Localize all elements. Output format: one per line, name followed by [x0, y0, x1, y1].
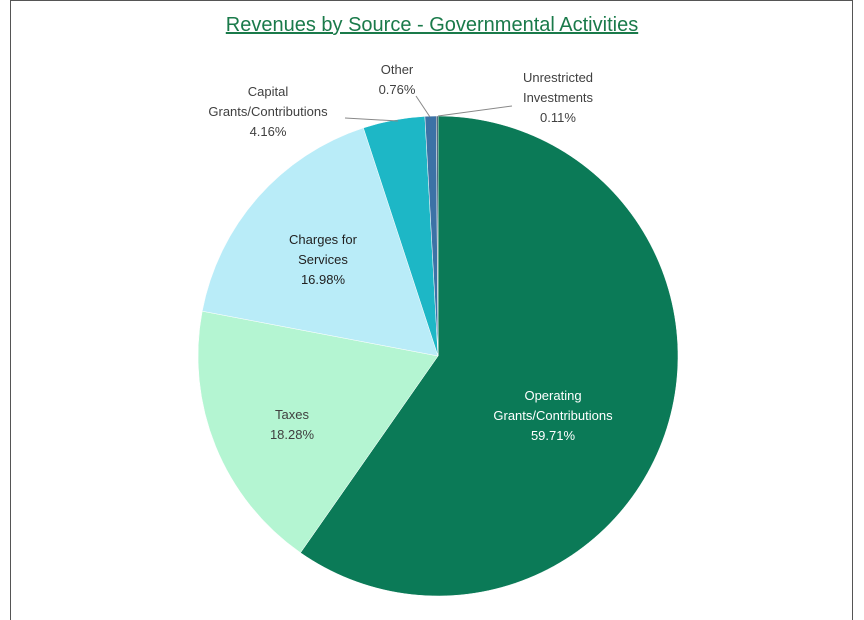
value-label: 16.98%: [300, 272, 346, 287]
slice-label: Taxes 18.28%: [197, 405, 387, 445]
value-label: 59.71%: [530, 428, 576, 443]
frame: [10, 0, 853, 620]
leader-line: [437, 105, 513, 117]
category-label: Charges for Services: [289, 232, 357, 267]
value-label: 0.76%: [378, 82, 416, 97]
pie-slice: [300, 115, 679, 597]
pie-slice: [201, 127, 439, 357]
slice-label: Operating Grants/Contributions 59.71%: [478, 386, 628, 446]
category-label: Operating Grants/Contributions: [493, 388, 613, 423]
slice-label: Charges for Services 16.98%: [273, 230, 373, 290]
pie-slice: [197, 310, 439, 554]
leader-line: [344, 117, 399, 122]
slice-label: Capital Grants/Contributions 4.16%: [193, 82, 343, 142]
category-label: Capital Grants/Contributions: [208, 84, 328, 119]
category-label: Taxes: [275, 407, 309, 422]
chart-title: Revenues by Source - Governmental Activi…: [225, 14, 639, 36]
value-label: 18.28%: [269, 427, 315, 442]
category-label: Other: [380, 62, 414, 77]
pie-slice: [436, 115, 439, 357]
slice-label: Unrestricted Investments 0.11%: [503, 68, 613, 128]
value-label: 4.16%: [249, 124, 287, 139]
leader-line: [415, 95, 431, 118]
value-label: 0.11%: [540, 110, 576, 125]
slice-label: Other 0.76%: [302, 60, 492, 100]
category-label: Unrestricted Investments: [522, 70, 594, 105]
